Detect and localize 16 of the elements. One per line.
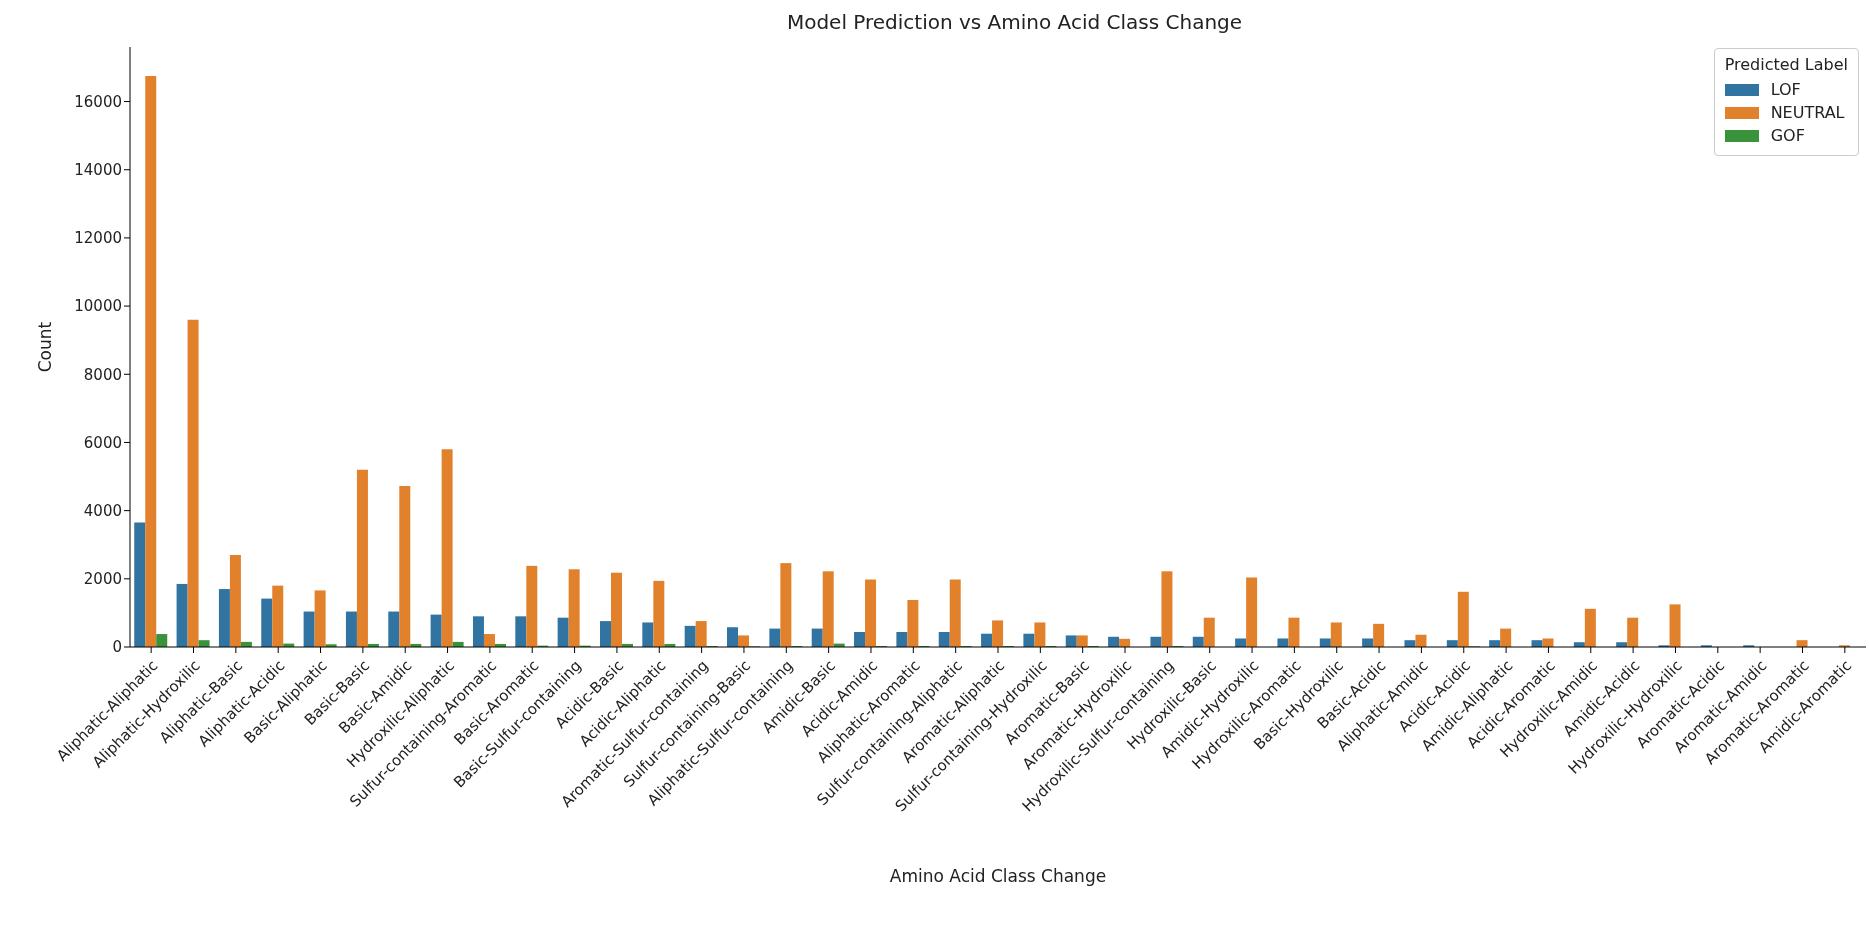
legend-label: NEUTRAL	[1770, 103, 1845, 122]
chart-title: Model Prediction vs Amino Acid Class Change	[785, 10, 1244, 34]
legend-label: LOF	[1770, 80, 1801, 99]
y-axis-title: Count	[35, 321, 56, 373]
y-tick-label: 16000	[74, 92, 122, 111]
y-tick-label: 6000	[83, 433, 122, 452]
y-tick-label: 8000	[83, 365, 122, 384]
y-tick-label: 12000	[74, 229, 122, 248]
y-tick-label: 2000	[83, 570, 122, 589]
y-tick-label: 0	[112, 638, 122, 657]
y-tick-label: 4000	[83, 501, 122, 520]
legend-label: GOF	[1770, 126, 1805, 145]
y-tick-label: 14000	[74, 161, 122, 180]
legend-title: Predicted Label	[1724, 55, 1848, 74]
y-tick-label: 10000	[74, 297, 122, 316]
x-axis-title: Amino Acid Class Change	[889, 866, 1107, 886]
